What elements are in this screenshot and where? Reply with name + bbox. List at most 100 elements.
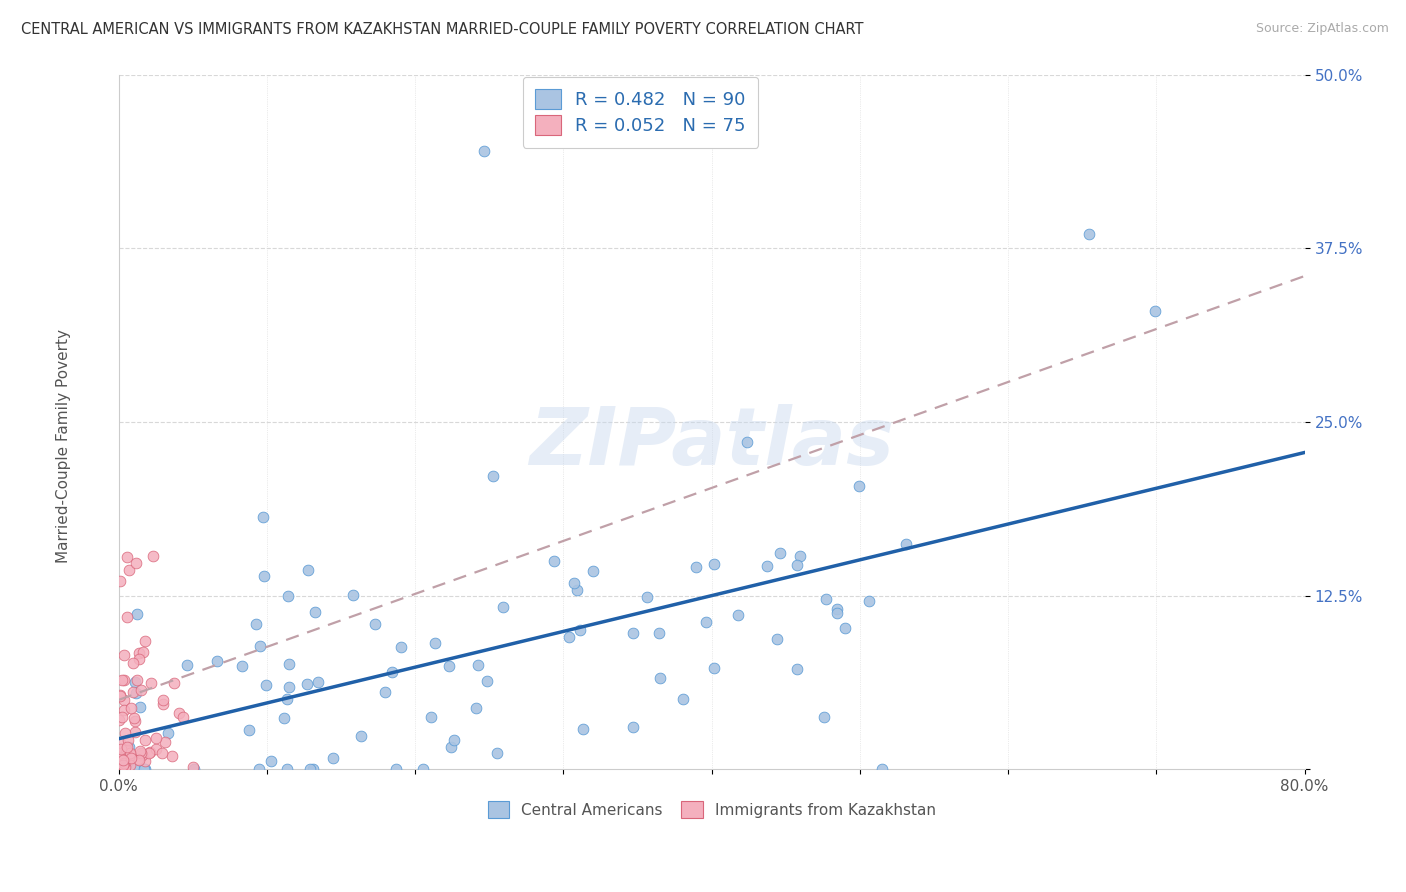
Point bbox=[152, 693, 174, 707]
Point bbox=[131, 748, 153, 763]
Point bbox=[112, 756, 135, 771]
Point bbox=[572, 723, 595, 737]
Point bbox=[253, 569, 276, 583]
Point bbox=[834, 621, 856, 635]
Point bbox=[128, 652, 150, 666]
Point bbox=[755, 558, 778, 573]
Point bbox=[439, 740, 461, 755]
Point bbox=[118, 746, 141, 760]
Point bbox=[569, 623, 592, 637]
Point bbox=[297, 564, 319, 578]
Point bbox=[276, 762, 298, 776]
Point bbox=[124, 675, 146, 690]
Point bbox=[685, 560, 707, 574]
Point bbox=[124, 762, 146, 776]
Point bbox=[672, 691, 695, 706]
Point bbox=[769, 546, 792, 560]
Point bbox=[110, 673, 132, 688]
Point bbox=[145, 742, 167, 756]
Point bbox=[127, 607, 149, 621]
Point bbox=[735, 435, 758, 450]
Point bbox=[385, 762, 408, 776]
Point bbox=[120, 701, 142, 715]
Point bbox=[848, 479, 870, 493]
Point bbox=[110, 750, 132, 764]
Point bbox=[423, 636, 446, 650]
Point bbox=[766, 632, 789, 647]
Point bbox=[231, 658, 253, 673]
Point bbox=[157, 726, 180, 740]
Point bbox=[439, 658, 461, 673]
Point bbox=[648, 671, 671, 685]
Point bbox=[207, 654, 229, 668]
Point bbox=[703, 661, 725, 675]
Point bbox=[108, 756, 131, 771]
Point bbox=[108, 688, 131, 702]
Point bbox=[115, 753, 138, 767]
Point bbox=[481, 469, 503, 483]
Point bbox=[621, 720, 644, 734]
Point bbox=[138, 747, 160, 761]
Point bbox=[636, 590, 658, 604]
Point bbox=[420, 710, 443, 724]
Point bbox=[786, 558, 808, 573]
Point bbox=[475, 673, 498, 688]
Point bbox=[128, 752, 150, 766]
Point bbox=[1144, 304, 1167, 318]
Point bbox=[122, 657, 145, 671]
Point bbox=[238, 723, 260, 738]
Point bbox=[115, 755, 138, 769]
Point bbox=[557, 630, 579, 644]
Point bbox=[112, 693, 135, 707]
Point bbox=[825, 601, 848, 615]
Point bbox=[492, 600, 515, 615]
Point bbox=[115, 549, 138, 564]
Point bbox=[134, 633, 156, 648]
Point bbox=[134, 733, 156, 747]
Point bbox=[786, 662, 808, 676]
Point bbox=[894, 537, 917, 551]
Point bbox=[295, 677, 318, 691]
Point bbox=[695, 615, 717, 630]
Point bbox=[276, 691, 298, 706]
Point bbox=[108, 574, 131, 588]
Point bbox=[467, 658, 489, 673]
Point bbox=[129, 682, 152, 697]
Point bbox=[125, 556, 148, 570]
Point bbox=[648, 626, 671, 640]
Point bbox=[134, 762, 156, 776]
Point bbox=[122, 685, 145, 699]
Point bbox=[870, 762, 893, 776]
Point bbox=[827, 607, 849, 621]
Point bbox=[172, 710, 194, 724]
Point bbox=[277, 657, 299, 671]
Point bbox=[249, 639, 271, 653]
Point bbox=[127, 752, 149, 766]
Point bbox=[115, 739, 138, 754]
Point bbox=[129, 700, 152, 714]
Point bbox=[132, 762, 155, 776]
Point bbox=[108, 713, 131, 727]
Point bbox=[122, 711, 145, 725]
Point bbox=[141, 676, 163, 690]
Point bbox=[112, 673, 135, 687]
Point bbox=[342, 588, 364, 602]
Point bbox=[142, 549, 165, 563]
Point bbox=[163, 675, 186, 690]
Point bbox=[252, 510, 274, 524]
Point bbox=[110, 757, 132, 772]
Point bbox=[112, 703, 135, 717]
Point bbox=[114, 741, 136, 756]
Point bbox=[307, 674, 329, 689]
Legend: Central Americans, Immigrants from Kazakhstan: Central Americans, Immigrants from Kazak… bbox=[482, 796, 942, 824]
Point bbox=[789, 549, 811, 564]
Point bbox=[152, 697, 174, 711]
Point bbox=[472, 144, 495, 158]
Point bbox=[108, 746, 131, 760]
Point bbox=[114, 726, 136, 740]
Point bbox=[374, 685, 396, 699]
Point bbox=[249, 762, 271, 776]
Point bbox=[703, 558, 725, 572]
Point bbox=[108, 762, 131, 776]
Point bbox=[245, 617, 267, 632]
